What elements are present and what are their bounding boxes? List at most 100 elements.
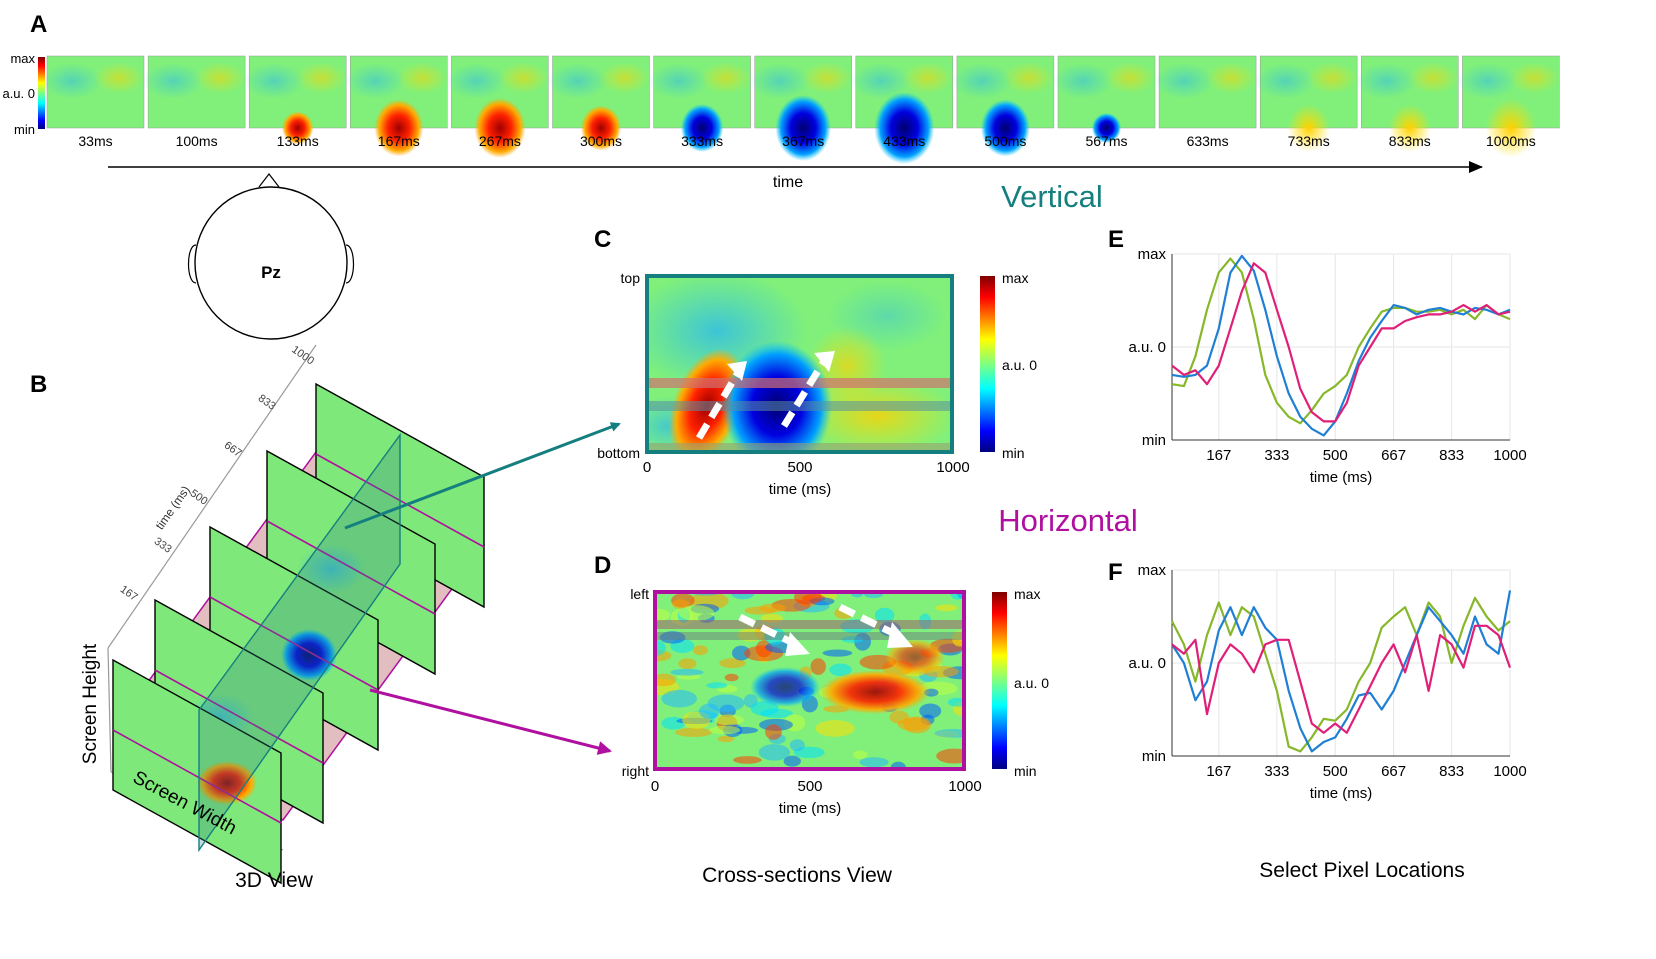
vertical-cross-section bbox=[645, 274, 954, 454]
strip-frame-label: 267ms bbox=[479, 133, 521, 149]
horizontal-connector-arrow bbox=[369, 688, 612, 755]
y-tick-label: a.u. 0 bbox=[1128, 339, 1166, 356]
horizontal-cross-section bbox=[653, 590, 966, 771]
strip-frame: 267ms bbox=[446, 55, 549, 158]
panel-d-xtick-2: 1000 bbox=[948, 778, 981, 795]
strip-frame-label: 333ms bbox=[681, 133, 723, 149]
panel-c-cb-max: max bbox=[1002, 270, 1028, 286]
strip-frame: 733ms bbox=[1255, 55, 1358, 152]
strip-frame: 100ms bbox=[143, 55, 246, 149]
y-tick-label: max bbox=[1138, 562, 1167, 579]
strip-frame: 300ms bbox=[547, 55, 650, 151]
panel-d-cb-max: max bbox=[1014, 586, 1040, 602]
3d-slice bbox=[266, 449, 436, 676]
series-line-blue bbox=[1171, 254, 1511, 437]
panel-d-xtick-1: 500 bbox=[797, 778, 822, 795]
strip-colorbar-zero: a.u. 0 bbox=[2, 86, 35, 101]
frame-strip: 33ms 100ms 133ms 167ms 267ms 300ms 333ms 367ms 4… bbox=[42, 55, 1560, 164]
panel-label-d: D bbox=[594, 552, 611, 579]
strip-frame-label: 1000ms bbox=[1486, 133, 1536, 149]
strip-frame-label: 33ms bbox=[78, 133, 112, 149]
panel-d-cb-zero: a.u. 0 bbox=[1014, 675, 1049, 691]
x-tick-label: 500 bbox=[1323, 447, 1348, 464]
panel-label-b: B bbox=[30, 371, 47, 398]
panel-d-ybottom: right bbox=[622, 763, 649, 779]
strip-colorbar bbox=[38, 57, 45, 129]
series-line-green bbox=[1171, 596, 1511, 753]
strip-frame: 367ms bbox=[749, 55, 852, 161]
3d-time-tick: 833 bbox=[256, 392, 278, 412]
3d-view-caption: 3D View bbox=[235, 869, 314, 892]
panel-c-ybottom: bottom bbox=[597, 445, 640, 461]
strip-frame-label: 167ms bbox=[378, 133, 420, 149]
strip-frame: 167ms bbox=[345, 55, 448, 157]
panel-c-xtick-1: 500 bbox=[787, 459, 812, 476]
strip-frame-label: 633ms bbox=[1187, 133, 1229, 149]
line-chart-f: 167 333 500 667 833 1000 max a.u. 0 min time (ms) bbox=[1128, 562, 1526, 802]
panel-c-cb-zero: a.u. 0 bbox=[1002, 357, 1037, 373]
series-line-magenta bbox=[1171, 624, 1512, 734]
strip-frame: 333ms bbox=[648, 55, 751, 152]
panel-label-c: C bbox=[594, 226, 611, 253]
strip-frame: 567ms bbox=[1053, 55, 1156, 149]
panel-d-xtick-0: 0 bbox=[651, 778, 659, 795]
strip-frame: 833ms bbox=[1356, 55, 1459, 152]
panel-d-ytop: left bbox=[630, 586, 649, 602]
strip-frame-label: 500ms bbox=[984, 133, 1026, 149]
panel-c-xtick-2: 1000 bbox=[936, 459, 969, 476]
strip-colorbar-max: max bbox=[10, 51, 35, 66]
y-tick-label: max bbox=[1138, 246, 1167, 263]
cross-sections-caption: Cross-sections View bbox=[702, 864, 893, 887]
3d-time-tick: 333 bbox=[152, 535, 174, 555]
x-tick-label: 833 bbox=[1439, 763, 1464, 780]
y-tick-label: min bbox=[1142, 432, 1166, 449]
screen-height-label: Screen Height bbox=[80, 643, 101, 764]
strip-frame: 500ms bbox=[951, 55, 1055, 157]
panel-d-colorbar bbox=[992, 592, 1007, 769]
strip-frame: 433ms bbox=[850, 55, 954, 164]
strip-frame-label: 833ms bbox=[1389, 133, 1431, 149]
3d-time-tick: 667 bbox=[222, 439, 244, 459]
x-axis-label: time (ms) bbox=[1310, 785, 1373, 802]
panel-label-f: F bbox=[1108, 559, 1123, 586]
panel-label-a: A bbox=[30, 11, 47, 38]
strip-frame-label: 100ms bbox=[176, 133, 218, 149]
panel-c-xlabel: time (ms) bbox=[769, 481, 832, 498]
x-tick-label: 667 bbox=[1381, 447, 1406, 464]
strip-frame-label: 567ms bbox=[1085, 133, 1127, 149]
3d-time-axis bbox=[107, 344, 317, 649]
vertical-plane bbox=[198, 432, 401, 853]
strip-frame-label: 367ms bbox=[782, 133, 824, 149]
strip-frame-label: 300ms bbox=[580, 133, 622, 149]
series-line-magenta bbox=[1171, 262, 1511, 423]
strip-frame: 33ms bbox=[42, 55, 145, 149]
strip-frame: 633ms bbox=[1154, 55, 1257, 149]
y-tick-label: min bbox=[1142, 748, 1166, 765]
strip-frame-label: 133ms bbox=[277, 133, 319, 149]
y-tick-label: a.u. 0 bbox=[1128, 655, 1166, 672]
section-title-horizontal: Horizontal bbox=[998, 503, 1138, 538]
head-diagram bbox=[187, 173, 355, 340]
panel-c-ytop: top bbox=[621, 270, 641, 286]
panel-d-cb-min: min bbox=[1014, 763, 1037, 779]
x-axis-label: time (ms) bbox=[1310, 469, 1373, 486]
3d-time-axis-label: time (ms) bbox=[153, 483, 193, 532]
vertical-connector-arrow bbox=[344, 422, 621, 530]
panel-c-colorbar bbox=[980, 276, 995, 452]
head-electrode-label: Pz bbox=[261, 263, 281, 282]
3d-slice bbox=[112, 658, 282, 885]
x-tick-label: 333 bbox=[1264, 763, 1289, 780]
3d-slice bbox=[209, 525, 379, 752]
time-arrow-label: time bbox=[773, 174, 803, 191]
3d-time-tick: 167 bbox=[118, 583, 140, 603]
x-tick-label: 833 bbox=[1439, 447, 1464, 464]
strip-colorbar-min: min bbox=[14, 122, 35, 137]
series-line-green bbox=[1171, 257, 1511, 425]
x-tick-label: 500 bbox=[1323, 763, 1348, 780]
line-chart-e: 167 333 500 667 833 1000 max a.u. 0 min time (ms) bbox=[1128, 246, 1526, 486]
strip-frame: 1000ms bbox=[1457, 55, 1560, 158]
x-tick-label: 167 bbox=[1206, 447, 1231, 464]
panel-label-e: E bbox=[1108, 226, 1124, 253]
strip-frame: 133ms bbox=[244, 55, 347, 149]
panel-c-cb-min: min bbox=[1002, 445, 1025, 461]
